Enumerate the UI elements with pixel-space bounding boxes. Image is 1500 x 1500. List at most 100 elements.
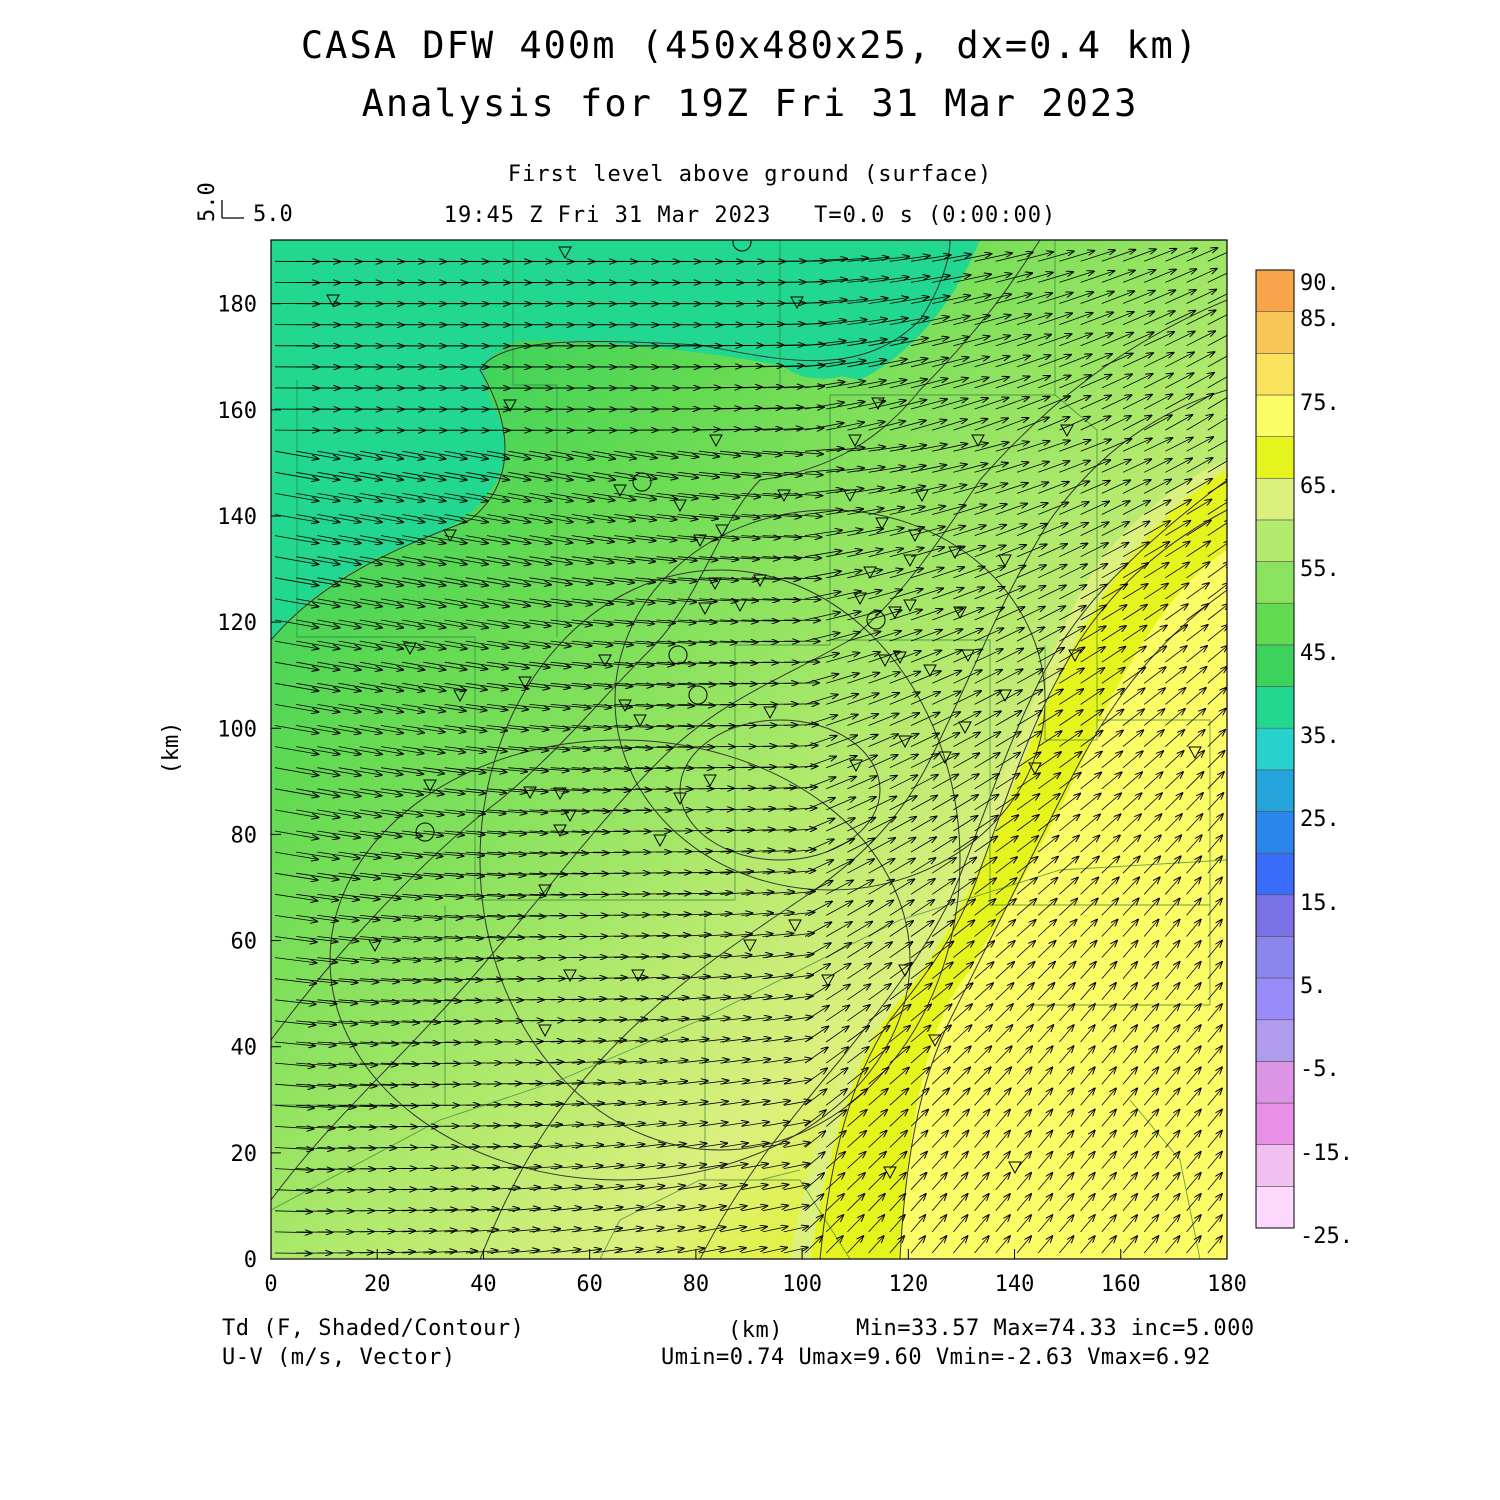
wind-vector (1016, 1173, 1031, 1190)
wind-vector (910, 1215, 925, 1233)
wind-vector (1229, 393, 1254, 409)
wind-vector (1165, 1173, 1179, 1190)
wind-vector (1101, 1067, 1116, 1085)
wind-vector (614, 1207, 643, 1212)
wind-vector (889, 1215, 905, 1233)
wind-vector (571, 1207, 602, 1212)
wind-vector (486, 1083, 522, 1084)
wind-vector (1143, 983, 1158, 1001)
plot-subtitle-level: First level above ground (surface) (507, 162, 993, 187)
wind-vector (1165, 1067, 1179, 1085)
wind-vector (571, 1103, 604, 1105)
wind-vector (508, 1125, 541, 1127)
wind-vector (1143, 1173, 1158, 1190)
wind-vector (1016, 983, 1034, 1001)
wind-vector (1165, 1025, 1179, 1043)
colorbar-swatch (1255, 519, 1295, 562)
colorbar-swatch (1255, 602, 1295, 646)
wind-vector (592, 1144, 624, 1147)
wind-vector (1229, 751, 1245, 768)
wind-vector (571, 1249, 601, 1254)
wind-vector (741, 1038, 770, 1043)
wind-vector (1101, 1215, 1116, 1233)
wind-vector (825, 1068, 847, 1085)
wind-vector (1143, 1152, 1158, 1169)
wind-vector (1186, 1215, 1201, 1233)
wind-vector (635, 1144, 665, 1148)
wind-vector (1229, 709, 1246, 726)
colorbar-label: 15. (1300, 891, 1340, 916)
wind-vector (635, 1228, 663, 1233)
wind-vector (274, 1148, 313, 1150)
wind-vector (274, 1020, 315, 1025)
wind-vector (1080, 1110, 1095, 1127)
wind-vector (296, 999, 336, 1004)
wind-vector (783, 996, 813, 1001)
wind-vector (974, 1236, 989, 1254)
wind-vector (635, 1102, 666, 1105)
wind-vector (296, 1169, 333, 1170)
wind-vector (1186, 1067, 1201, 1085)
y-tick-label: 140 (217, 505, 257, 530)
x-tick-label: 60 (576, 1272, 603, 1297)
wind-vector (762, 1247, 787, 1254)
wind-vector (529, 1145, 561, 1147)
wind-vector (1165, 1110, 1179, 1127)
wind-vector (508, 1062, 542, 1063)
wind-vector (741, 1248, 766, 1254)
wind-vector (995, 1152, 1010, 1169)
wind-vector (1101, 1088, 1116, 1106)
wind-vector (1165, 1131, 1179, 1148)
wind-vector (720, 1101, 748, 1106)
wind-vector (423, 1251, 456, 1253)
colorbar-label: 55. (1300, 557, 1340, 582)
wind-vector (995, 1236, 1010, 1254)
wind-vector (847, 1215, 863, 1233)
wind-vector (1037, 1110, 1052, 1127)
wind-vector (1229, 1131, 1243, 1148)
wind-vector (1229, 646, 1248, 663)
wind-vector (741, 996, 771, 1001)
wind-vector (1186, 1088, 1201, 1106)
wind-vector (783, 1142, 810, 1148)
colorbar-swatch (1255, 727, 1295, 771)
wind-vector (889, 1026, 910, 1043)
wind-vector (359, 1084, 397, 1085)
wind-vector (1207, 1025, 1222, 1043)
wind-vector (720, 1164, 747, 1169)
wind-vector (380, 1105, 418, 1106)
wind-vector (1229, 268, 1258, 282)
wind-vector (1037, 1173, 1052, 1190)
wind-vector (380, 1231, 415, 1232)
wind-vector (1122, 1194, 1137, 1212)
wind-vector (444, 1251, 477, 1253)
wind-vector (910, 1131, 928, 1148)
wind-vector (931, 1173, 947, 1190)
wind-vector (1186, 1173, 1201, 1190)
wind-vector (1080, 1236, 1095, 1254)
wind-vector (804, 1006, 829, 1022)
wind-vector (677, 1060, 708, 1063)
wind-vector (1229, 835, 1243, 852)
wind-vector (571, 1166, 603, 1169)
wind-vector (974, 1131, 989, 1148)
y-tick-label: 60 (231, 930, 258, 955)
wind-vector (889, 1131, 907, 1148)
wind-vector (296, 1148, 334, 1150)
wind-vector (953, 1173, 967, 1190)
wind-vector (402, 1000, 440, 1002)
wind-vector (931, 1236, 946, 1254)
wind-vector (274, 1062, 315, 1066)
wind-vector (783, 1122, 810, 1127)
wind-vector (614, 1040, 646, 1042)
wind-vector (635, 1249, 663, 1254)
wind-vector (1143, 1215, 1158, 1233)
wind-vector (825, 1131, 846, 1148)
wind-vector (825, 1026, 849, 1043)
wind-vector (1229, 983, 1243, 1000)
wind-vector (1165, 1194, 1179, 1212)
wind-vector (762, 1080, 791, 1085)
plot-subtitle-time: 19:45 Z Fri 31 Mar 2023 T=0.0 s (0:00:00… (443, 203, 1057, 228)
wind-vector (868, 984, 891, 1001)
